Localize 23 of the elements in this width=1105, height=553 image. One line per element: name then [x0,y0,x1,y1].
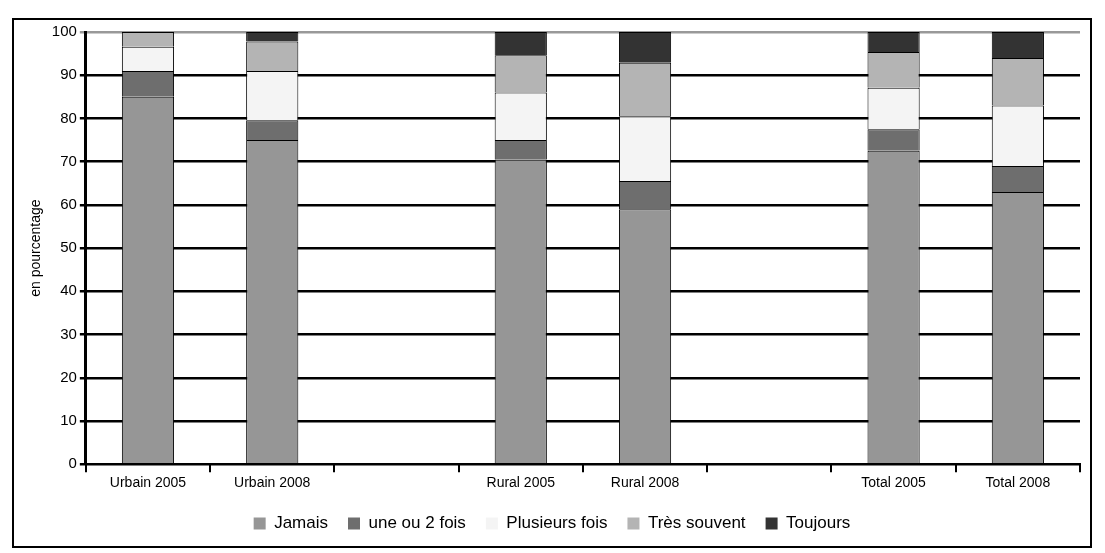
y-tick-label: 70 [60,151,77,169]
y-tick-label: 100 [51,22,77,40]
legend-label: Toujours [786,513,851,533]
x-tick-label: Urbain 2008 [234,474,311,491]
y-tick-label: 10 [60,411,77,429]
y-tick-label: 90 [60,65,77,83]
x-tick-label: Total 2005 [861,474,927,491]
legend-label: Plusieurs fois [506,513,608,533]
y-tick-label: 80 [60,108,77,126]
legend-label: une ou 2 fois [368,513,466,533]
y-tick-label: 40 [60,281,77,299]
x-tick-label: Rural 2008 [610,474,680,491]
y-tick-label: 20 [60,367,77,385]
y-tick-label: 0 [68,454,77,472]
x-tick-label: Urbain 2005 [109,474,187,491]
legend-label: Jamais [274,513,329,533]
legend-label: Très souvent [647,513,746,533]
y-tick-label: 50 [60,238,77,256]
y-tick-label: 60 [60,195,77,213]
y-tick-label: 30 [60,324,77,342]
x-tick-label: Rural 2005 [486,474,556,491]
x-tick-label: Total 2008 [985,474,1051,491]
y-axis-title: en pourcentage [27,199,44,297]
